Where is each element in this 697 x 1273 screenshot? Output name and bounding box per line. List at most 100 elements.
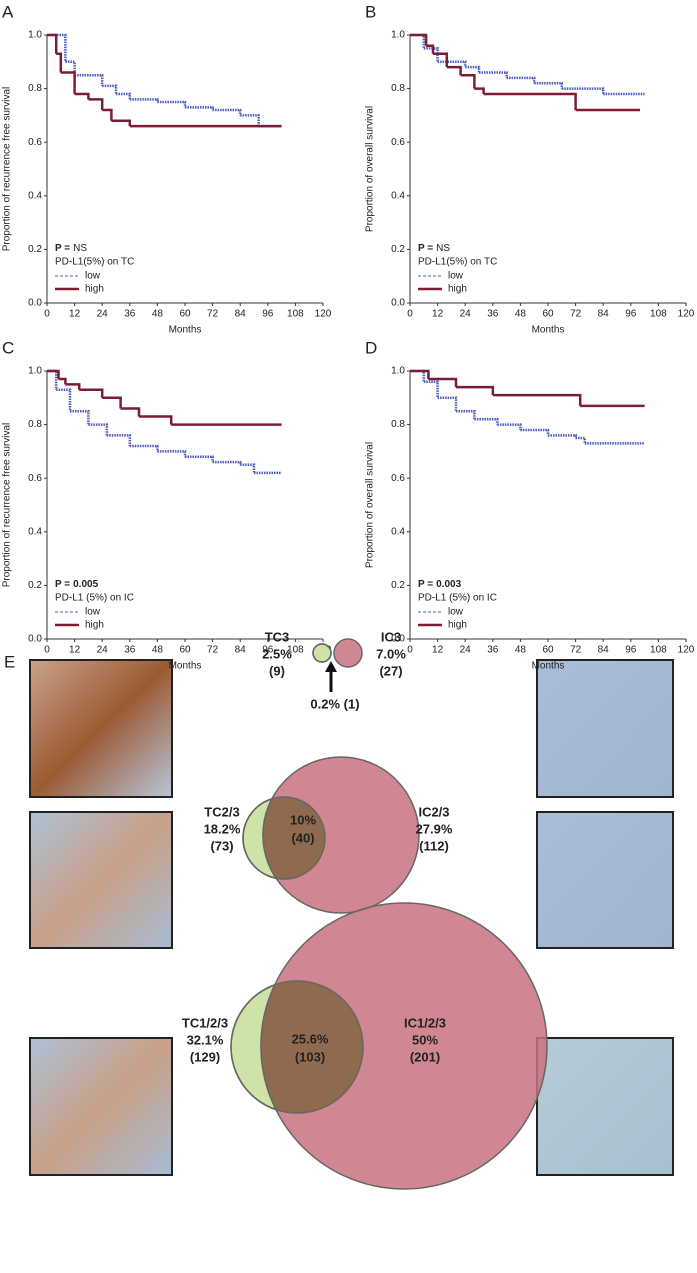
venn-right-label: (201) xyxy=(410,1049,440,1064)
survival-step xyxy=(423,380,439,398)
survival-step xyxy=(74,92,90,100)
survival-step xyxy=(185,106,214,111)
survival-step xyxy=(410,33,426,49)
y-axis-label: Proportion of recurrence free survival xyxy=(2,423,13,588)
survival-step xyxy=(561,87,605,94)
survival-step xyxy=(102,396,122,409)
venn-tc-outline xyxy=(242,796,326,880)
survival-step xyxy=(474,417,499,425)
survival-step xyxy=(102,84,118,94)
venn-overlap xyxy=(260,981,363,1113)
survival-step xyxy=(106,434,132,447)
p-annotation: P = 0.003 xyxy=(418,579,462,590)
survival-step xyxy=(116,92,132,100)
x-axis-label: Months xyxy=(532,325,565,336)
x-tick-label: 120 xyxy=(678,309,695,320)
x-tick-label: 36 xyxy=(124,645,136,656)
survival-step xyxy=(58,377,67,385)
x-tick-label: 60 xyxy=(542,645,554,656)
venn-ic xyxy=(333,638,363,668)
survival-step xyxy=(212,108,242,116)
p-annotation: P = NS xyxy=(55,243,87,254)
venn-right-label: (27) xyxy=(379,663,402,678)
survival-step xyxy=(479,71,508,78)
x-tick-label: 60 xyxy=(179,309,191,320)
x-tick-label: 24 xyxy=(97,645,109,656)
survival-step xyxy=(410,369,426,382)
y-tick-label: 0.8 xyxy=(391,419,405,430)
x-tick-label: 120 xyxy=(315,309,332,320)
panel-label: E xyxy=(4,652,15,671)
p-label: P = xyxy=(55,243,70,254)
p-value: NS xyxy=(436,243,450,254)
micrograph xyxy=(536,1037,674,1176)
y-tick-label: 0.4 xyxy=(391,190,405,201)
legend-title: PD-L1(5%) on TC xyxy=(418,257,497,268)
p-label: P = xyxy=(55,579,70,590)
survival-step xyxy=(240,114,260,127)
y-axis-label: Proportion of recurrence free survival xyxy=(2,87,13,252)
x-axis-label: Months xyxy=(532,661,565,672)
survival-step xyxy=(437,60,467,68)
x-tick-label: 84 xyxy=(235,645,247,656)
y-tick-label: 1.0 xyxy=(391,30,405,41)
x-axis-label: Months xyxy=(169,325,202,336)
x-tick-label: 120 xyxy=(678,645,695,656)
panel-label: B xyxy=(365,2,376,21)
venn-overlap-label: (103) xyxy=(295,1049,325,1064)
venn-left-label: (129) xyxy=(190,1049,220,1064)
survival-step xyxy=(65,60,76,76)
x-tick-label: 48 xyxy=(515,309,527,320)
x-tick-label: 84 xyxy=(598,645,610,656)
survival-step xyxy=(474,87,485,94)
venn-right-label: IC2/3 xyxy=(418,804,449,819)
legend-title: PD-L1 (5%) on IC xyxy=(55,593,134,604)
x-tick-label: 12 xyxy=(69,309,81,320)
x-tick-label: 12 xyxy=(432,645,444,656)
survival-step xyxy=(139,415,173,425)
x-tick-label: 96 xyxy=(625,645,637,656)
survival-step xyxy=(79,388,104,398)
x-tick-label: 60 xyxy=(542,309,554,320)
venn-overlap-label: 10% xyxy=(290,812,316,827)
x-tick-label: 12 xyxy=(432,309,444,320)
y-tick-label: 0.4 xyxy=(28,190,42,201)
x-tick-label: 36 xyxy=(487,309,499,320)
venn-right-label: IC1/2/3 xyxy=(404,1015,446,1030)
micrograph xyxy=(536,659,674,798)
survival-step xyxy=(437,396,458,412)
y-tick-label: 0.6 xyxy=(391,137,405,148)
arrow-head xyxy=(325,661,337,672)
venn-right-label: IC3 xyxy=(381,629,401,644)
venn-left-label: (73) xyxy=(210,838,233,853)
venn-left-label: 2.5% xyxy=(262,646,292,661)
y-tick-label: 1.0 xyxy=(28,30,42,41)
micrograph xyxy=(536,811,674,949)
survival-step xyxy=(240,463,256,473)
survival-step xyxy=(534,81,564,89)
p-value: 0.003 xyxy=(436,579,461,590)
x-tick-label: 72 xyxy=(207,645,219,656)
x-tick-label: 72 xyxy=(207,309,219,320)
y-tick-label: 0.0 xyxy=(391,298,405,309)
survival-step xyxy=(88,423,109,436)
survival-step xyxy=(70,409,90,425)
legend-label: high xyxy=(448,620,467,631)
y-tick-label: 0.8 xyxy=(28,419,42,430)
x-tick-label: 96 xyxy=(262,309,274,320)
x-tick-label: 36 xyxy=(124,309,136,320)
venn-overlap xyxy=(262,797,325,879)
venn-left-label: TC1/2/3 xyxy=(182,1015,228,1030)
survival-step xyxy=(129,98,159,102)
y-tick-label: 0.6 xyxy=(391,473,405,484)
p-value: NS xyxy=(73,243,87,254)
x-tick-label: 96 xyxy=(625,309,637,320)
legend-label: low xyxy=(85,271,101,282)
x-tick-label: 108 xyxy=(650,309,667,320)
y-tick-label: 0.2 xyxy=(28,580,42,591)
x-tick-label: 48 xyxy=(515,645,527,656)
y-axis-label: Proportion of overall survival xyxy=(365,106,376,232)
venn-tc-outline xyxy=(230,980,364,1114)
y-tick-label: 1.0 xyxy=(391,366,405,377)
